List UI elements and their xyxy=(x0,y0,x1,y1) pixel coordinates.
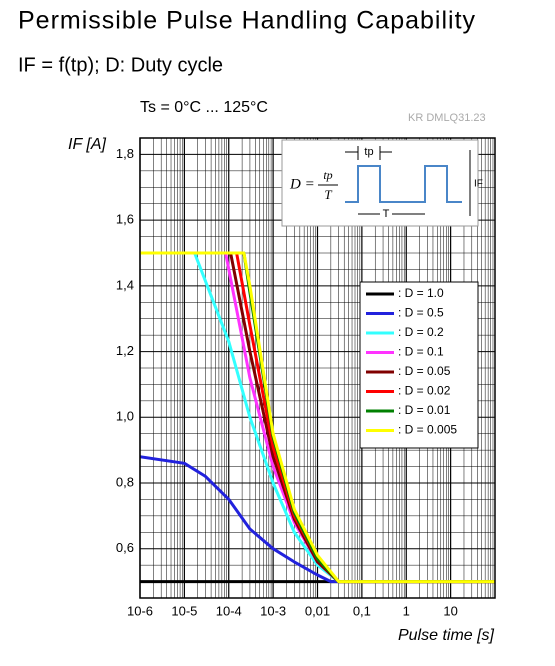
inset-numerator: tp xyxy=(323,168,332,182)
lines xyxy=(140,251,495,584)
y-axis-label: IF [A] xyxy=(68,136,106,153)
legend-box xyxy=(359,281,479,449)
chart-subtitle: IF = f(tp); D: Duty cycle xyxy=(18,54,223,76)
inset-tp: tp xyxy=(364,146,373,158)
inset-amplitude: IF xyxy=(474,179,483,190)
x-tick-label: 10-5 xyxy=(171,603,197,618)
y-tick-label: 0,8 xyxy=(116,474,134,489)
inset-formula: D = xyxy=(289,176,315,192)
legend: : D = 1.0 : D = 0.5 : D = 0.2 : D = 0.1 : D … xyxy=(366,286,457,437)
x-tick-label: 10-3 xyxy=(260,603,286,618)
y-tick-label: 1,4 xyxy=(116,277,134,292)
y-tick-label: 1,0 xyxy=(116,409,134,424)
chart-title: Permissible Pulse Handling Capability xyxy=(18,7,476,35)
code: KR DMLQ31.23 xyxy=(408,112,486,124)
pulse-wave xyxy=(345,165,462,203)
legend-label: : D = 0.02 xyxy=(398,384,451,398)
x-tick-label: 10 xyxy=(443,603,457,618)
condition: Ts = 0°C ... 125°C xyxy=(140,99,268,116)
legend-label: : D = 0.01 xyxy=(398,403,451,417)
series-line xyxy=(140,455,495,584)
x-tick-label: 10-6 xyxy=(127,603,153,618)
legend-label: : D = 0.5 xyxy=(398,306,444,320)
legend-label: : D = 0.1 xyxy=(398,345,444,359)
x-tick-label: 1 xyxy=(403,603,410,618)
x-tick-label: 10-4 xyxy=(216,603,242,618)
ticks: 10-6 10-5 10-4 10-3 0,01 0,1 1 10 0,6 0,8 1,0 1,2 1,… xyxy=(116,146,458,619)
legend-label: : D = 1.0 xyxy=(398,286,444,300)
legend-label: : D = 0.005 xyxy=(398,423,457,437)
x-tick-label: 0,1 xyxy=(353,603,371,618)
inset-denominator: T xyxy=(324,187,332,202)
inset-period: T xyxy=(383,208,390,220)
y-tick-label: 1,6 xyxy=(116,212,134,227)
inset: D = tp T tp T IF xyxy=(281,139,483,227)
x-tick-label: 0,01 xyxy=(305,603,330,618)
series-line xyxy=(140,251,495,584)
legend-label: : D = 0.2 xyxy=(398,325,444,339)
y-tick-label: 0,6 xyxy=(116,540,134,555)
legend-label: : D = 0.05 xyxy=(398,364,451,378)
plot-frame xyxy=(139,137,496,599)
y-tick-label: 1,8 xyxy=(116,146,134,161)
x-axis-label: Pulse time [s] xyxy=(398,627,495,644)
y-tick-label: 1,2 xyxy=(116,343,134,358)
